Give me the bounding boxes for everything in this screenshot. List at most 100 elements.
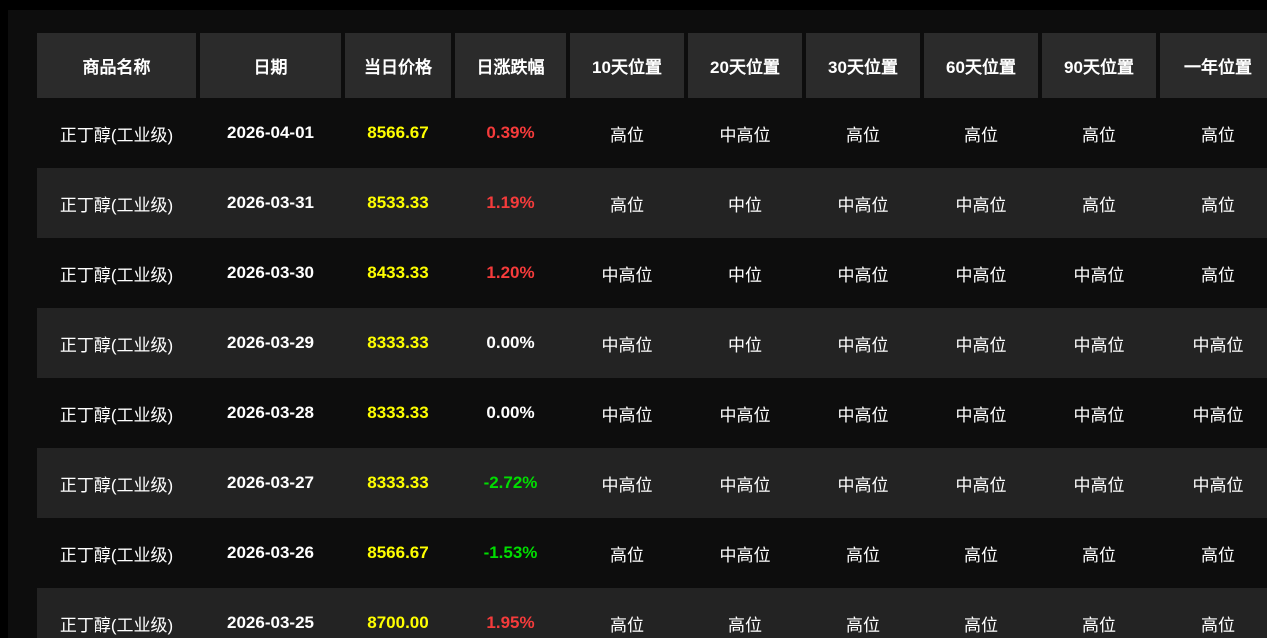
position-value-pos20: 中高位 — [719, 475, 771, 495]
position-value-posYear: 高位 — [1201, 615, 1235, 635]
position-value-pos90: 中高位 — [1073, 335, 1125, 355]
commodity-name: 正丁醇(工业级) — [59, 545, 174, 565]
table-row: 正丁醇(工业级) 2026-03-31 8533.33 1.19% 高位 中位 中高位 中高位… — [37, 168, 1267, 238]
position-value-pos20: 中位 — [728, 265, 762, 285]
position-value-pos60: 高位 — [964, 545, 998, 565]
position-value-pos20: 中位 — [728, 195, 762, 215]
commodity-name: 正丁醇(工业级) — [59, 265, 174, 285]
commodity-name: 正丁醇(工业级) — [59, 335, 174, 355]
position-value-pos10: 高位 — [610, 195, 644, 215]
column-header-pos10: 10天位置 — [570, 33, 684, 98]
position-value-pos60: 高位 — [964, 615, 998, 635]
commodity-name: 正丁醇(工业级) — [59, 615, 174, 635]
table-row: 正丁醇(工业级) 2026-03-27 8333.33 -2.72% 中高位 中高位 中高位… — [37, 448, 1267, 518]
daily-change-value: 0.00% — [486, 333, 535, 352]
position-value-pos10: 高位 — [610, 125, 644, 145]
commodity-name: 正丁醇(工业级) — [59, 475, 174, 495]
position-value-pos30: 中高位 — [837, 475, 889, 495]
table-row: 正丁醇(工业级) 2026-03-26 8566.67 -1.53% 高位 中高位 高位 高位… — [37, 518, 1267, 588]
position-value-pos20: 中高位 — [719, 405, 771, 425]
commodity-price-table: 商品名称 日期 当日价格 日涨跌幅 10天位置 20天位置 30天位置 60天位置 90天位置一… — [37, 33, 1267, 638]
position-value-pos90: 中高位 — [1073, 405, 1125, 425]
position-value-pos10: 中高位 — [601, 335, 653, 355]
position-value-pos60: 中高位 — [955, 475, 1007, 495]
daily-change-value: 1.19% — [486, 193, 535, 212]
price-value: 8700.00 — [367, 613, 429, 632]
position-value-posYear: 中高位 — [1192, 475, 1244, 495]
daily-change-value: -1.53% — [483, 543, 538, 562]
column-header-pos20: 20天位置 — [688, 33, 802, 98]
date-value: 2026-03-26 — [227, 543, 314, 562]
date-value: 2026-03-30 — [227, 263, 314, 282]
position-value-pos10: 中高位 — [601, 265, 653, 285]
price-value: 8566.67 — [367, 543, 429, 562]
position-value-pos10: 高位 — [610, 615, 644, 635]
position-value-pos20: 中位 — [728, 335, 762, 355]
position-value-pos20: 中高位 — [719, 125, 771, 145]
position-value-pos30: 高位 — [846, 615, 880, 635]
position-value-posYear: 高位 — [1201, 125, 1235, 145]
position-value-pos30: 中高位 — [837, 405, 889, 425]
position-value-posYear: 高位 — [1201, 265, 1235, 285]
date-value: 2026-03-29 — [227, 333, 314, 352]
table-body: 正丁醇(工业级) 2026-04-01 8566.67 0.39% 高位 中高位 高位 高位高… — [37, 98, 1267, 638]
date-value: 2026-04-01 — [227, 123, 314, 142]
position-value-pos90: 高位 — [1082, 545, 1116, 565]
date-value: 2026-03-25 — [227, 613, 314, 632]
table-row: 正丁醇(工业级) 2026-04-01 8566.67 0.39% 高位 中高位 高位 高位 高… — [37, 98, 1267, 168]
position-value-pos20: 中高位 — [719, 545, 771, 565]
position-value-posYear: 中高位 — [1192, 335, 1244, 355]
date-value: 2026-03-31 — [227, 193, 314, 212]
position-value-pos10: 中高位 — [601, 475, 653, 495]
position-value-pos90: 高位 — [1082, 615, 1116, 635]
daily-change-value: -2.72% — [483, 473, 538, 492]
column-header-pos30: 30天位置 — [806, 33, 920, 98]
date-value: 2026-03-27 — [227, 473, 314, 492]
price-value: 8566.67 — [367, 123, 429, 142]
commodity-name: 正丁醇(工业级) — [59, 195, 174, 215]
date-value: 2026-03-28 — [227, 403, 314, 422]
price-value: 8333.33 — [367, 403, 429, 422]
table-row: 正丁醇(工业级) 2026-03-25 8700.00 1.95% 高位 高位 高位 高位 高位… — [37, 588, 1267, 638]
position-value-pos20: 高位 — [728, 615, 762, 635]
position-value-pos60: 中高位 — [955, 195, 1007, 215]
position-value-pos30: 高位 — [846, 125, 880, 145]
position-value-pos30: 中高位 — [837, 265, 889, 285]
daily-change-value: 1.20% — [486, 263, 535, 282]
position-value-pos10: 中高位 — [601, 405, 653, 425]
position-value-pos60: 中高位 — [955, 265, 1007, 285]
table-row: 正丁醇(工业级) 2026-03-29 8333.33 0.00% 中高位 中位 中高位 中高… — [37, 308, 1267, 378]
daily-change-value: 1.95% — [486, 613, 535, 632]
column-header-change: 日涨跌幅 — [455, 33, 566, 98]
commodity-name: 正丁醇(工业级) — [59, 125, 174, 145]
position-value-pos30: 高位 — [846, 545, 880, 565]
position-value-posYear: 中高位 — [1192, 405, 1244, 425]
position-value-pos10: 高位 — [610, 545, 644, 565]
daily-change-value: 0.00% — [486, 403, 535, 422]
daily-change-value: 0.39% — [486, 123, 535, 142]
position-value-pos90: 中高位 — [1073, 475, 1125, 495]
position-value-pos60: 中高位 — [955, 335, 1007, 355]
column-header-posYear: 一年位置 — [1160, 33, 1267, 98]
table-row: 正丁醇(工业级) 2026-03-30 8433.33 1.20% 中高位 中位 中高位 中高… — [37, 238, 1267, 308]
column-header-pos90: 90天位置 — [1042, 33, 1156, 98]
price-value: 8333.33 — [367, 333, 429, 352]
price-value: 8533.33 — [367, 193, 429, 212]
position-value-pos60: 高位 — [964, 125, 998, 145]
position-value-pos60: 中高位 — [955, 405, 1007, 425]
position-value-pos30: 中高位 — [837, 195, 889, 215]
column-header-date: 日期 — [200, 33, 341, 98]
price-value: 8333.33 — [367, 473, 429, 492]
column-header-pos60: 60天位置 — [924, 33, 1038, 98]
column-header-name: 商品名称 — [37, 33, 196, 98]
commodity-name: 正丁醇(工业级) — [59, 405, 174, 425]
position-value-pos90: 中高位 — [1073, 265, 1125, 285]
price-value: 8433.33 — [367, 263, 429, 282]
column-header-price: 当日价格 — [345, 33, 451, 98]
position-value-posYear: 高位 — [1201, 545, 1235, 565]
table-header-row: 商品名称 日期 当日价格 日涨跌幅 10天位置 20天位置 30天位置 60天位置 90天位置一… — [37, 33, 1267, 98]
position-value-pos90: 高位 — [1082, 125, 1116, 145]
page-background: 商品名称 日期 当日价格 日涨跌幅 10天位置 20天位置 30天位置 60天位置 90天位置一… — [8, 10, 1267, 638]
position-value-pos30: 中高位 — [837, 335, 889, 355]
position-value-pos90: 高位 — [1082, 195, 1116, 215]
